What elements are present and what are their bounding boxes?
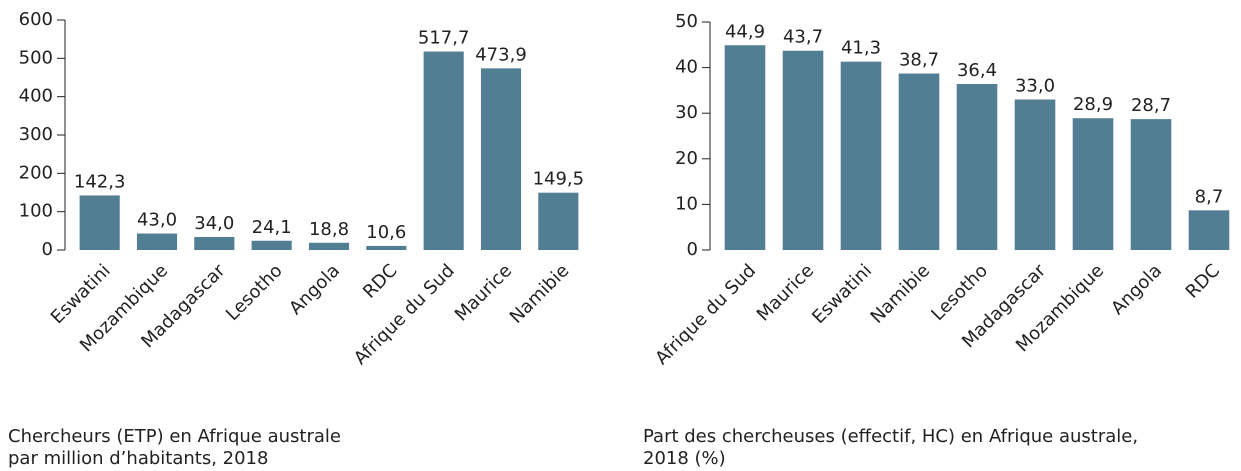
y-tick-label: 30 — [675, 102, 698, 123]
value-label: 18,8 — [309, 219, 349, 240]
value-label: 34,0 — [194, 213, 234, 234]
bar — [840, 61, 882, 251]
bar — [724, 45, 766, 251]
value-label: 43,7 — [783, 27, 823, 48]
value-label: 473,9 — [475, 44, 527, 65]
x-tick-label: RDC — [1182, 260, 1224, 302]
y-tick-label: 40 — [675, 57, 698, 78]
y-tick-label: 200 — [19, 162, 53, 183]
y-tick-label: 500 — [19, 47, 53, 68]
value-label: 44,9 — [725, 21, 765, 42]
y-tick-label: 50 — [675, 11, 698, 32]
value-label: 28,7 — [1131, 95, 1171, 116]
bar — [1130, 119, 1172, 251]
bar — [538, 192, 579, 250]
value-label: 517,7 — [418, 28, 470, 49]
x-tick-label: Lesotho — [222, 260, 287, 325]
value-label: 24,1 — [252, 217, 292, 238]
value-label: 38,7 — [899, 50, 939, 71]
caption: 2018 (%) — [643, 448, 726, 469]
y-tick-label: 300 — [19, 124, 53, 145]
y-tick-label: 400 — [19, 86, 53, 107]
y-tick-label: 100 — [19, 201, 53, 222]
value-label: 10,6 — [366, 222, 406, 243]
x-tick-label: Namibie — [506, 260, 574, 328]
caption: Chercheurs (ETP) en Afrique australe — [8, 426, 341, 447]
caption: Part des chercheuses (effectif, HC) en A… — [643, 426, 1138, 447]
bar — [79, 195, 120, 250]
bar — [366, 245, 407, 250]
y-tick-label: 0 — [42, 239, 53, 260]
value-label: 149,5 — [533, 169, 585, 190]
y-tick-label: 20 — [675, 148, 698, 169]
bar — [308, 242, 350, 250]
x-tick-label: RDC — [359, 260, 401, 302]
bar — [956, 84, 998, 251]
bar — [136, 233, 178, 250]
bar — [480, 68, 522, 250]
value-label: 36,4 — [957, 60, 997, 81]
x-tick-label: Afrique du Sud — [651, 260, 760, 369]
value-label: 28,9 — [1073, 94, 1113, 115]
caption: par million d’habitants, 2018 — [8, 448, 268, 469]
value-label: 33,0 — [1015, 76, 1055, 97]
bar — [1188, 210, 1230, 250]
value-label: 43,0 — [137, 210, 177, 231]
x-tick-label: Angola — [1107, 260, 1166, 319]
x-tick-label: Maurice — [451, 260, 516, 325]
bar — [194, 236, 235, 250]
y-tick-label: 600 — [19, 9, 53, 30]
bar — [1014, 99, 1056, 251]
x-tick-label: Afrique du Sud — [350, 260, 459, 369]
y-tick-label: 10 — [675, 193, 698, 214]
bar — [782, 50, 824, 251]
value-label: 41,3 — [841, 38, 881, 59]
bar — [898, 73, 940, 250]
x-tick-label: Angola — [285, 260, 344, 319]
value-label: 142,3 — [74, 171, 126, 192]
bar — [423, 51, 464, 250]
x-tick-label: Namibie — [867, 260, 935, 328]
y-tick-label: 0 — [687, 239, 698, 260]
bar — [1072, 118, 1114, 250]
x-tick-label: Eswatini — [808, 260, 876, 328]
x-tick-label: Maurice — [753, 260, 818, 325]
value-label: 8,7 — [1195, 186, 1224, 207]
bar — [251, 240, 292, 250]
